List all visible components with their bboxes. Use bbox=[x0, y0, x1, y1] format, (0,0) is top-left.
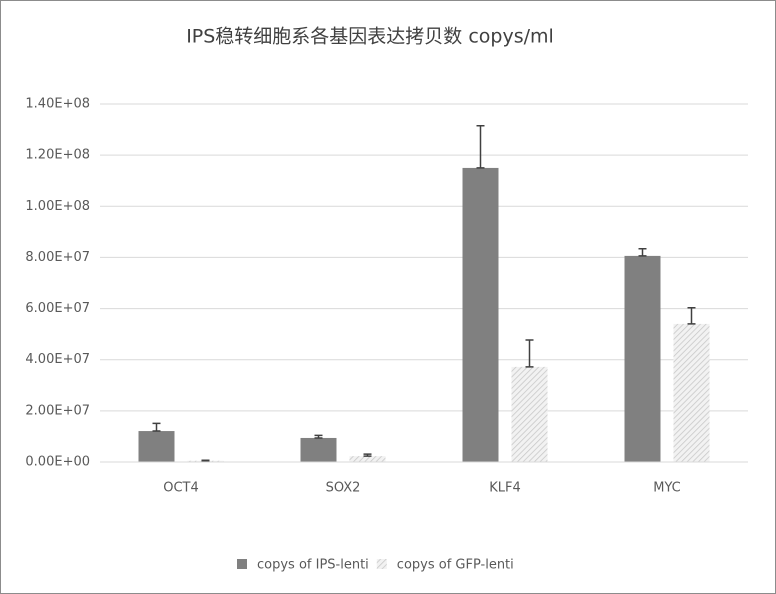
bar bbox=[511, 366, 548, 462]
bar bbox=[138, 431, 175, 462]
y-tick-label: 1.40E+08 bbox=[25, 97, 90, 112]
y-tick-label: 1.20E+08 bbox=[25, 148, 90, 163]
x-tick-label: OCT4 bbox=[163, 481, 199, 496]
legend-label: copys of GFP-lenti bbox=[397, 558, 514, 573]
x-tick-label: MYC bbox=[653, 481, 681, 496]
error-bar bbox=[476, 124, 485, 169]
error-bar bbox=[363, 453, 372, 457]
bar bbox=[462, 167, 499, 462]
bar bbox=[300, 437, 337, 462]
error-bar bbox=[525, 339, 534, 368]
error-bar bbox=[638, 247, 647, 257]
y-tick-label: 6.00E+07 bbox=[25, 301, 90, 316]
legend-swatch bbox=[237, 559, 247, 569]
y-tick-label: 8.00E+07 bbox=[25, 250, 90, 265]
error-bar bbox=[201, 459, 210, 462]
y-tick-label: 1.00E+08 bbox=[25, 199, 90, 214]
bar bbox=[673, 323, 710, 462]
legend-swatch bbox=[376, 559, 387, 569]
y-tick-label: 4.00E+07 bbox=[25, 352, 90, 367]
x-tick-label: SOX2 bbox=[326, 481, 361, 496]
bar bbox=[624, 255, 661, 462]
legend-label: copys of IPS-lenti bbox=[257, 558, 369, 573]
bar bbox=[349, 456, 386, 462]
error-bar bbox=[152, 422, 161, 432]
chart-title: IPS稳转细胞系各基因表达拷贝数 copys/ml bbox=[186, 26, 554, 48]
error-bar bbox=[687, 307, 696, 325]
x-tick-label: KLF4 bbox=[489, 481, 521, 496]
y-tick-label: 0.00E+00 bbox=[25, 455, 90, 470]
y-tick-label: 2.00E+07 bbox=[25, 403, 90, 418]
error-bar bbox=[314, 434, 323, 439]
